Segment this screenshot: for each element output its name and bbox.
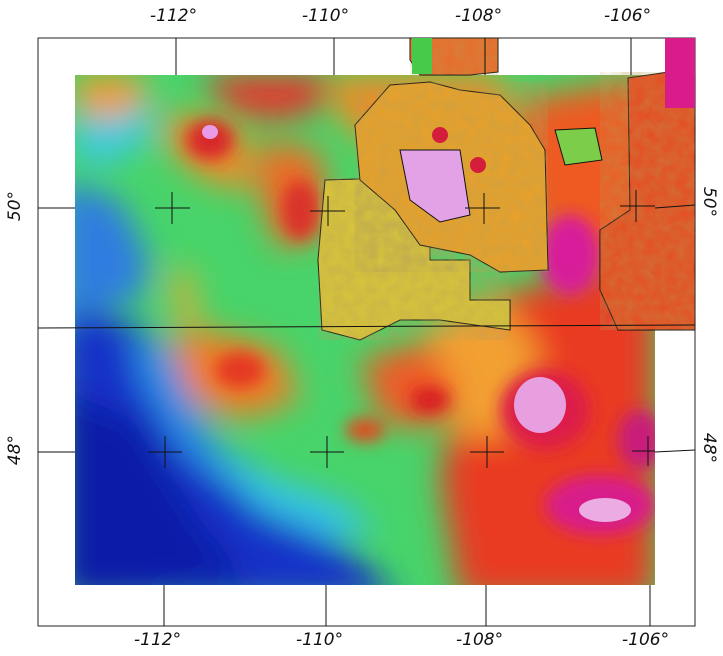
anomaly-field [75, 75, 655, 585]
top-lon-label-106: -106° [604, 6, 652, 26]
survey-patch-east [554, 38, 696, 331]
bottom-lon-label-108: -108° [456, 630, 504, 650]
right-lat-label-50: 50° [699, 186, 720, 218]
bottom-lon-label-112: -112° [134, 630, 182, 650]
map-frame [37, 37, 696, 627]
survey-patch-top [409, 37, 499, 76]
bottom-lon-label-110: -110° [296, 630, 344, 650]
top-lon-label-110: -110° [302, 6, 350, 26]
survey-patch-north [354, 81, 549, 273]
bottom-lon-label-106: -106° [622, 630, 670, 650]
survey-patch-central [317, 177, 511, 341]
graticule [37, 38, 696, 626]
left-lat-label-50: 50° [5, 190, 26, 222]
right-lat-label-48: 48° [699, 432, 720, 464]
left-lat-label-48: 48° [5, 434, 26, 466]
top-lon-label-112: -112° [150, 6, 198, 26]
top-lon-label-108: -108° [455, 6, 503, 26]
